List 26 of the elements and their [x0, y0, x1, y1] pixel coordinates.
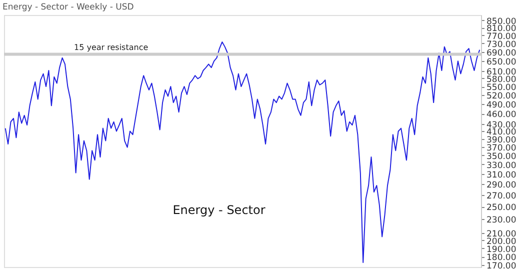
y-tick-label: 520.00	[486, 92, 516, 102]
y-tick-label: 310.00	[486, 170, 516, 180]
y-tick-label: 490.00	[486, 100, 516, 111]
y-tick-label: 390.00	[486, 135, 516, 146]
y-tick-label: 180.00	[486, 253, 516, 263]
line-series	[4, 41, 480, 264]
y-tick-label: 230.00	[486, 216, 516, 226]
y-tick-label: 580.00	[486, 74, 516, 85]
y-tick-label: 200.00	[486, 236, 516, 247]
y-tick-label: 330.00	[486, 160, 516, 171]
y-tick-label: 730.00	[486, 40, 516, 50]
y-tick-label: 770.00	[486, 32, 516, 42]
y-tick-label: 370.00	[486, 143, 516, 154]
y-tick-label: 290.00	[486, 180, 516, 190]
y-tick-label: 170.00	[486, 262, 516, 272]
y-tick-label: 350.00	[486, 152, 516, 162]
ref-line-label: 15 year resistance	[74, 43, 148, 52]
y-tick-label: 270.00	[486, 191, 516, 202]
y-tick-label: 190.00	[486, 244, 516, 255]
y-tick-label: 550.00	[486, 83, 516, 94]
y-tick-label: 460.00	[486, 110, 516, 120]
y-tick-label: 250.00	[486, 203, 516, 214]
y-tick-label: 690.00	[486, 48, 516, 59]
y-tick-label: 650.00	[486, 58, 516, 68]
chart-title: Energy - Sector - Weekly - USD	[2, 2, 134, 12]
annotation: Energy - Sector	[172, 203, 266, 217]
